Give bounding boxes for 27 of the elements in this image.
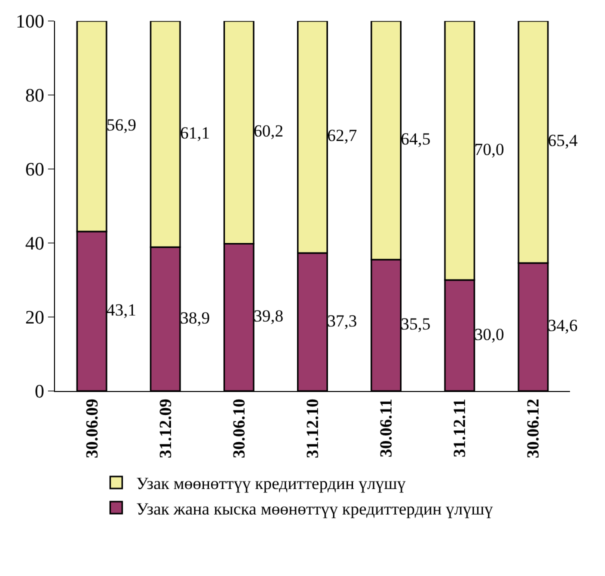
data-label: 70,0 xyxy=(474,140,504,159)
data-label: 30,0 xyxy=(474,324,504,344)
data-label: 34,6 xyxy=(548,316,578,336)
data-label: 38,9 xyxy=(180,308,210,328)
data-label: 64,5 xyxy=(400,130,431,149)
data-label: 35,5 xyxy=(400,314,431,334)
x-tick-label: 31.12.11 xyxy=(450,398,470,458)
y-tick-label: 20 xyxy=(25,308,44,329)
data-label: 65,4 xyxy=(548,131,578,150)
x-tick-label: 31.12.10 xyxy=(303,398,322,458)
data-label: 43,1 xyxy=(106,300,136,320)
y-tick-label: 100 xyxy=(16,12,44,33)
data-label: 39,8 xyxy=(254,306,284,326)
x-tick-label: 31.12.09 xyxy=(156,398,175,458)
y-tick-label: 60 xyxy=(25,160,44,181)
y-tick-label: 40 xyxy=(25,234,44,255)
y-tick-label: 0 xyxy=(34,382,44,403)
x-tick-label: 30.06.12 xyxy=(524,398,543,458)
data-label: 56,9 xyxy=(106,116,136,135)
legend-label: Узак жана кыска мөөнөттүү кредиттердин үлүшү xyxy=(136,499,494,518)
data-label: 37,3 xyxy=(327,311,357,330)
x-tick-label: 30.06.11 xyxy=(376,398,396,458)
data-label: 62,7 xyxy=(327,126,358,146)
x-tick-label: 30.06.09 xyxy=(82,398,102,458)
x-tick-label: 30.06.10 xyxy=(229,398,248,458)
y-tick-label: 80 xyxy=(25,86,44,107)
legend-label: Узак мөөнөттүү кредиттердин үлүшү xyxy=(136,474,406,494)
